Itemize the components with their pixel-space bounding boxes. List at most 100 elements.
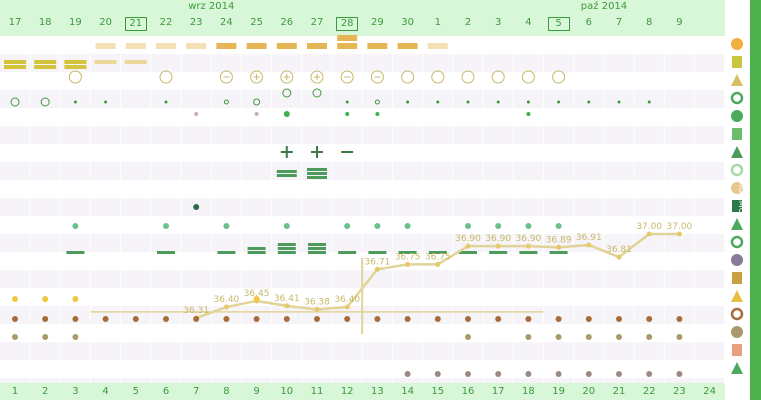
bleeding-mark (64, 60, 87, 64)
day-number[interactable]: 21 (124, 17, 147, 31)
day-number[interactable]: 24 (220, 17, 233, 28)
libido-mark (375, 112, 380, 116)
temperature-label: 36.38 (304, 297, 330, 307)
document-icon[interactable] (730, 127, 744, 141)
mucus-mark (156, 43, 176, 49)
day-number[interactable]: 28 (336, 17, 359, 31)
cycle-day-number: 12 (340, 386, 354, 397)
symptom-dot (344, 316, 351, 322)
cross-icon[interactable] (730, 343, 744, 357)
symptom-dot (495, 371, 502, 377)
libido-mark (283, 111, 290, 117)
symptom-dot (646, 371, 653, 377)
ring-icon[interactable] (730, 307, 744, 321)
symptom-dot (616, 334, 622, 340)
day-number[interactable]: 26 (280, 17, 294, 28)
cervix-mark (68, 70, 82, 84)
gear-check-icon[interactable] (730, 145, 744, 159)
cervix-mark (370, 70, 384, 84)
temperature-label: 37.00 (636, 222, 662, 232)
day-number[interactable]: 3 (495, 17, 502, 28)
sun-icon[interactable] (730, 163, 744, 177)
symptom-dot (525, 223, 532, 229)
cervix-position-mark (253, 98, 261, 106)
day-number[interactable]: 19 (69, 17, 82, 28)
bottle-icon[interactable] (730, 199, 744, 213)
chart-grid: 36.31 36.40 36.45 36.41 36.38 36.40 36.71 36.75… (0, 35, 725, 396)
signal-icon[interactable] (730, 235, 744, 249)
symptom-bar (308, 243, 326, 246)
day-number[interactable]: 23 (189, 17, 203, 28)
day-number[interactable]: 17 (8, 17, 22, 28)
symptom-dot (374, 316, 381, 322)
temperature-label: 36.89 (546, 235, 572, 245)
temperature-point (525, 243, 531, 249)
cervix-position-mark (406, 100, 410, 104)
symptom-dot (555, 334, 562, 340)
splash-icon[interactable] (730, 73, 744, 87)
temperature-point (405, 261, 411, 267)
mucus-mark (186, 43, 207, 49)
symptom-dot (465, 334, 471, 340)
app-edge-bar[interactable] (750, 0, 761, 400)
cycle-day-number: 1 (11, 386, 19, 397)
day-number[interactable]: 30 (401, 17, 414, 28)
intensity-mark (276, 174, 297, 177)
day-number[interactable]: 25 (250, 17, 263, 28)
cervix-position-mark (223, 99, 229, 105)
symptom-bar (277, 251, 296, 254)
day-number[interactable]: 29 (371, 17, 384, 28)
edge-label: MOVIMO (737, 180, 746, 215)
mucus-mark (397, 43, 418, 49)
symptom-dot (465, 316, 471, 322)
day-number[interactable]: 27 (310, 17, 324, 28)
day-number[interactable]: 22 (159, 17, 173, 28)
cervix-position-mark (587, 100, 591, 104)
drop-icon[interactable] (730, 55, 744, 69)
triangle-icon[interactable] (730, 271, 744, 285)
symptom-dot (223, 223, 230, 229)
day-number[interactable]: 9 (676, 17, 683, 28)
temperature-point (586, 242, 592, 248)
cervix-position-mark (73, 100, 77, 104)
day-number[interactable]: 2 (464, 17, 472, 28)
day-number[interactable]: 18 (38, 17, 52, 28)
day-number[interactable]: 20 (99, 17, 112, 28)
mucus-mark (367, 43, 388, 49)
flower-icon[interactable] (730, 37, 744, 51)
day-number[interactable]: 6 (585, 17, 592, 28)
day-number[interactable]: 5 (547, 17, 570, 31)
symptom-dot (193, 316, 200, 322)
recycle-icon[interactable] (730, 361, 744, 375)
symptom-bar (247, 251, 266, 254)
diamond-icon[interactable] (730, 325, 744, 339)
day-number[interactable]: 4 (525, 17, 532, 28)
symptom-dot (163, 223, 169, 229)
spiral-icon[interactable] (730, 91, 744, 105)
temperature-label: 37.00 (667, 222, 693, 232)
cervix-position-mark (40, 97, 50, 107)
month-label: wrz 2014 (188, 1, 235, 12)
symptom-dot (585, 371, 592, 377)
symptom-dot (72, 296, 79, 302)
day-number[interactable]: 7 (615, 17, 623, 28)
day-number[interactable]: 1 (434, 17, 441, 28)
symptom-dot (616, 371, 622, 377)
temperature-label: 36.31 (183, 306, 209, 316)
square-icon[interactable] (730, 289, 744, 303)
cervix-mark (280, 70, 294, 84)
cycle-day-number: 24 (703, 386, 716, 397)
gear-icon[interactable] (730, 217, 744, 231)
temperature-point (556, 244, 562, 250)
venus-icon[interactable] (730, 109, 744, 123)
symptom-dot (676, 316, 683, 322)
cycle-day-number: 16 (461, 386, 475, 397)
symptom-bar (549, 251, 568, 254)
pie-icon[interactable] (730, 181, 744, 195)
star-icon[interactable] (730, 253, 744, 267)
libido-mark (254, 112, 259, 116)
symptom-bar (489, 251, 508, 254)
day-number[interactable]: 8 (646, 17, 653, 28)
symptom-bar (398, 251, 417, 254)
